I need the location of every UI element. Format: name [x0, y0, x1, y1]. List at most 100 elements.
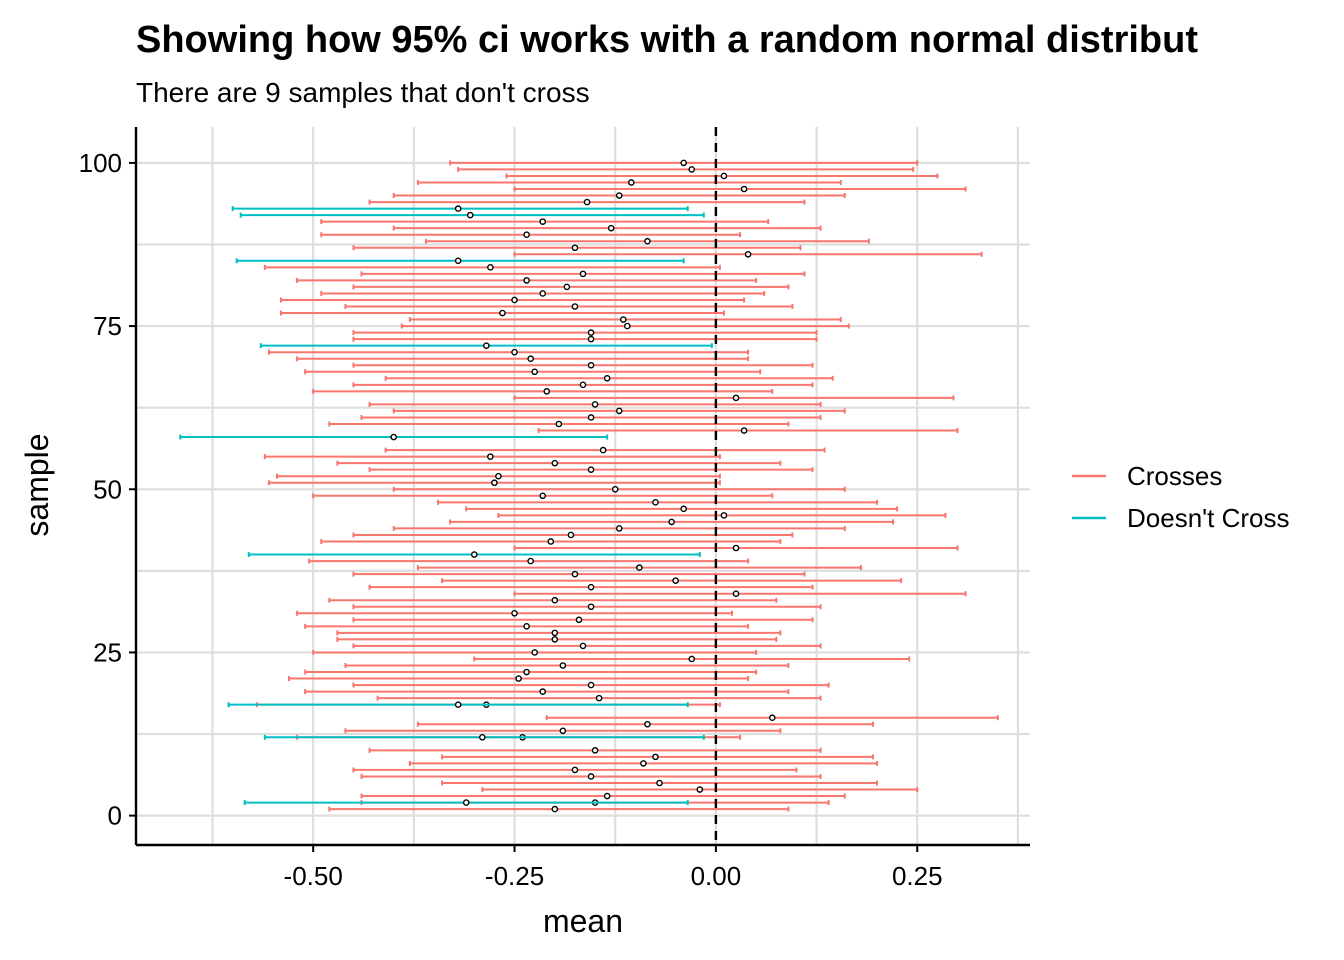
mean-point — [587, 335, 595, 343]
mean-point — [499, 309, 506, 317]
mean-point — [454, 701, 462, 708]
mean-point — [688, 166, 696, 173]
mean-point — [575, 616, 583, 624]
mean-point — [595, 694, 603, 702]
mean-point — [462, 799, 470, 806]
mean-point — [559, 662, 567, 669]
mean-point — [543, 388, 551, 395]
legend-label: Crosses — [1127, 461, 1222, 491]
mean-point — [523, 623, 530, 630]
axes: -0.50 -0.25 0.00 0.25 0 25 50 75 100 — [79, 127, 1030, 891]
mean-point — [559, 727, 567, 735]
mean-point — [567, 531, 575, 539]
mean-point — [587, 603, 595, 611]
mean-point — [603, 374, 611, 382]
mean-point — [527, 355, 534, 363]
mean-point — [539, 218, 547, 225]
y-tick-label: 0 — [108, 801, 122, 831]
mean-point — [563, 283, 571, 291]
mean-point — [644, 720, 651, 728]
mean-point — [470, 551, 478, 558]
mean-point — [603, 792, 611, 800]
series-crosses — [255, 159, 999, 813]
mean-point — [688, 655, 696, 663]
mean-point — [571, 766, 579, 774]
mean-point — [587, 414, 595, 421]
mean-point — [740, 185, 748, 193]
mean-point — [571, 244, 579, 252]
x-tick-label: -0.50 — [284, 861, 343, 891]
mean-point — [479, 734, 486, 741]
mean-point — [619, 316, 627, 323]
mean-point — [656, 779, 663, 787]
mean-point — [551, 596, 559, 604]
mean-point — [732, 544, 740, 552]
mean-point — [587, 583, 595, 591]
mean-point — [487, 264, 494, 271]
chart-subtitle: There are 9 samples that don't cross — [136, 77, 590, 108]
mean-point — [523, 277, 530, 284]
mean-point — [732, 394, 740, 402]
y-tick-label: 100 — [79, 148, 122, 178]
mean-point — [539, 290, 547, 297]
mean-point — [615, 407, 623, 415]
mean-point — [615, 192, 623, 199]
mean-point — [551, 636, 559, 643]
y-tick-label: 25 — [93, 637, 122, 667]
mean-point — [611, 485, 619, 493]
mean-point — [615, 525, 623, 532]
mean-point — [607, 224, 615, 232]
mean-point — [740, 427, 748, 434]
x-tick-label: -0.25 — [485, 861, 544, 891]
mean-point — [640, 760, 647, 767]
mean-point — [680, 159, 687, 167]
mean-point — [555, 420, 563, 428]
mean-point — [551, 629, 559, 637]
mean-point — [531, 368, 538, 376]
mean-point — [587, 329, 595, 336]
mean-point — [587, 773, 595, 780]
mean-point — [579, 381, 587, 389]
mean-point — [523, 668, 530, 676]
series-doesn-t-cross — [179, 205, 713, 806]
mean-point — [591, 747, 599, 754]
mean-point — [720, 172, 728, 180]
mean-point — [454, 205, 462, 212]
mean-point — [732, 590, 740, 598]
mean-point — [668, 518, 675, 526]
mean-point — [539, 688, 547, 695]
chart-title: Showing how 95% ci works with a random n… — [136, 19, 1198, 61]
y-tick-label: 50 — [93, 474, 122, 504]
y-tick-label: 75 — [93, 311, 122, 341]
mean-point — [652, 753, 659, 761]
mean-point — [511, 296, 518, 304]
mean-point — [454, 257, 462, 265]
mean-point — [720, 512, 728, 519]
mean-point — [579, 270, 587, 278]
mean-point — [390, 433, 398, 441]
mean-point — [511, 609, 518, 617]
mean-point — [551, 459, 559, 467]
mean-point — [531, 649, 538, 656]
x-tick-label: 0.00 — [691, 861, 742, 891]
legend: Crosses Doesn't Cross — [1072, 461, 1289, 533]
mean-point — [571, 303, 579, 310]
mean-point — [628, 179, 635, 186]
mean-point — [636, 564, 643, 571]
mean-point — [583, 198, 591, 206]
mean-point — [539, 492, 547, 500]
mean-point — [587, 681, 595, 689]
interval-layer — [179, 159, 999, 813]
mean-point — [623, 322, 631, 330]
mean-point — [466, 211, 474, 219]
mean-point — [515, 675, 522, 682]
mean-point — [591, 401, 599, 408]
mean-point — [491, 479, 498, 487]
mean-point — [672, 577, 679, 584]
mean-point — [487, 453, 494, 460]
mean-point — [571, 570, 579, 578]
mean-point — [511, 348, 518, 356]
mean-point — [547, 538, 555, 545]
legend-label: Doesn't Cross — [1127, 503, 1289, 533]
